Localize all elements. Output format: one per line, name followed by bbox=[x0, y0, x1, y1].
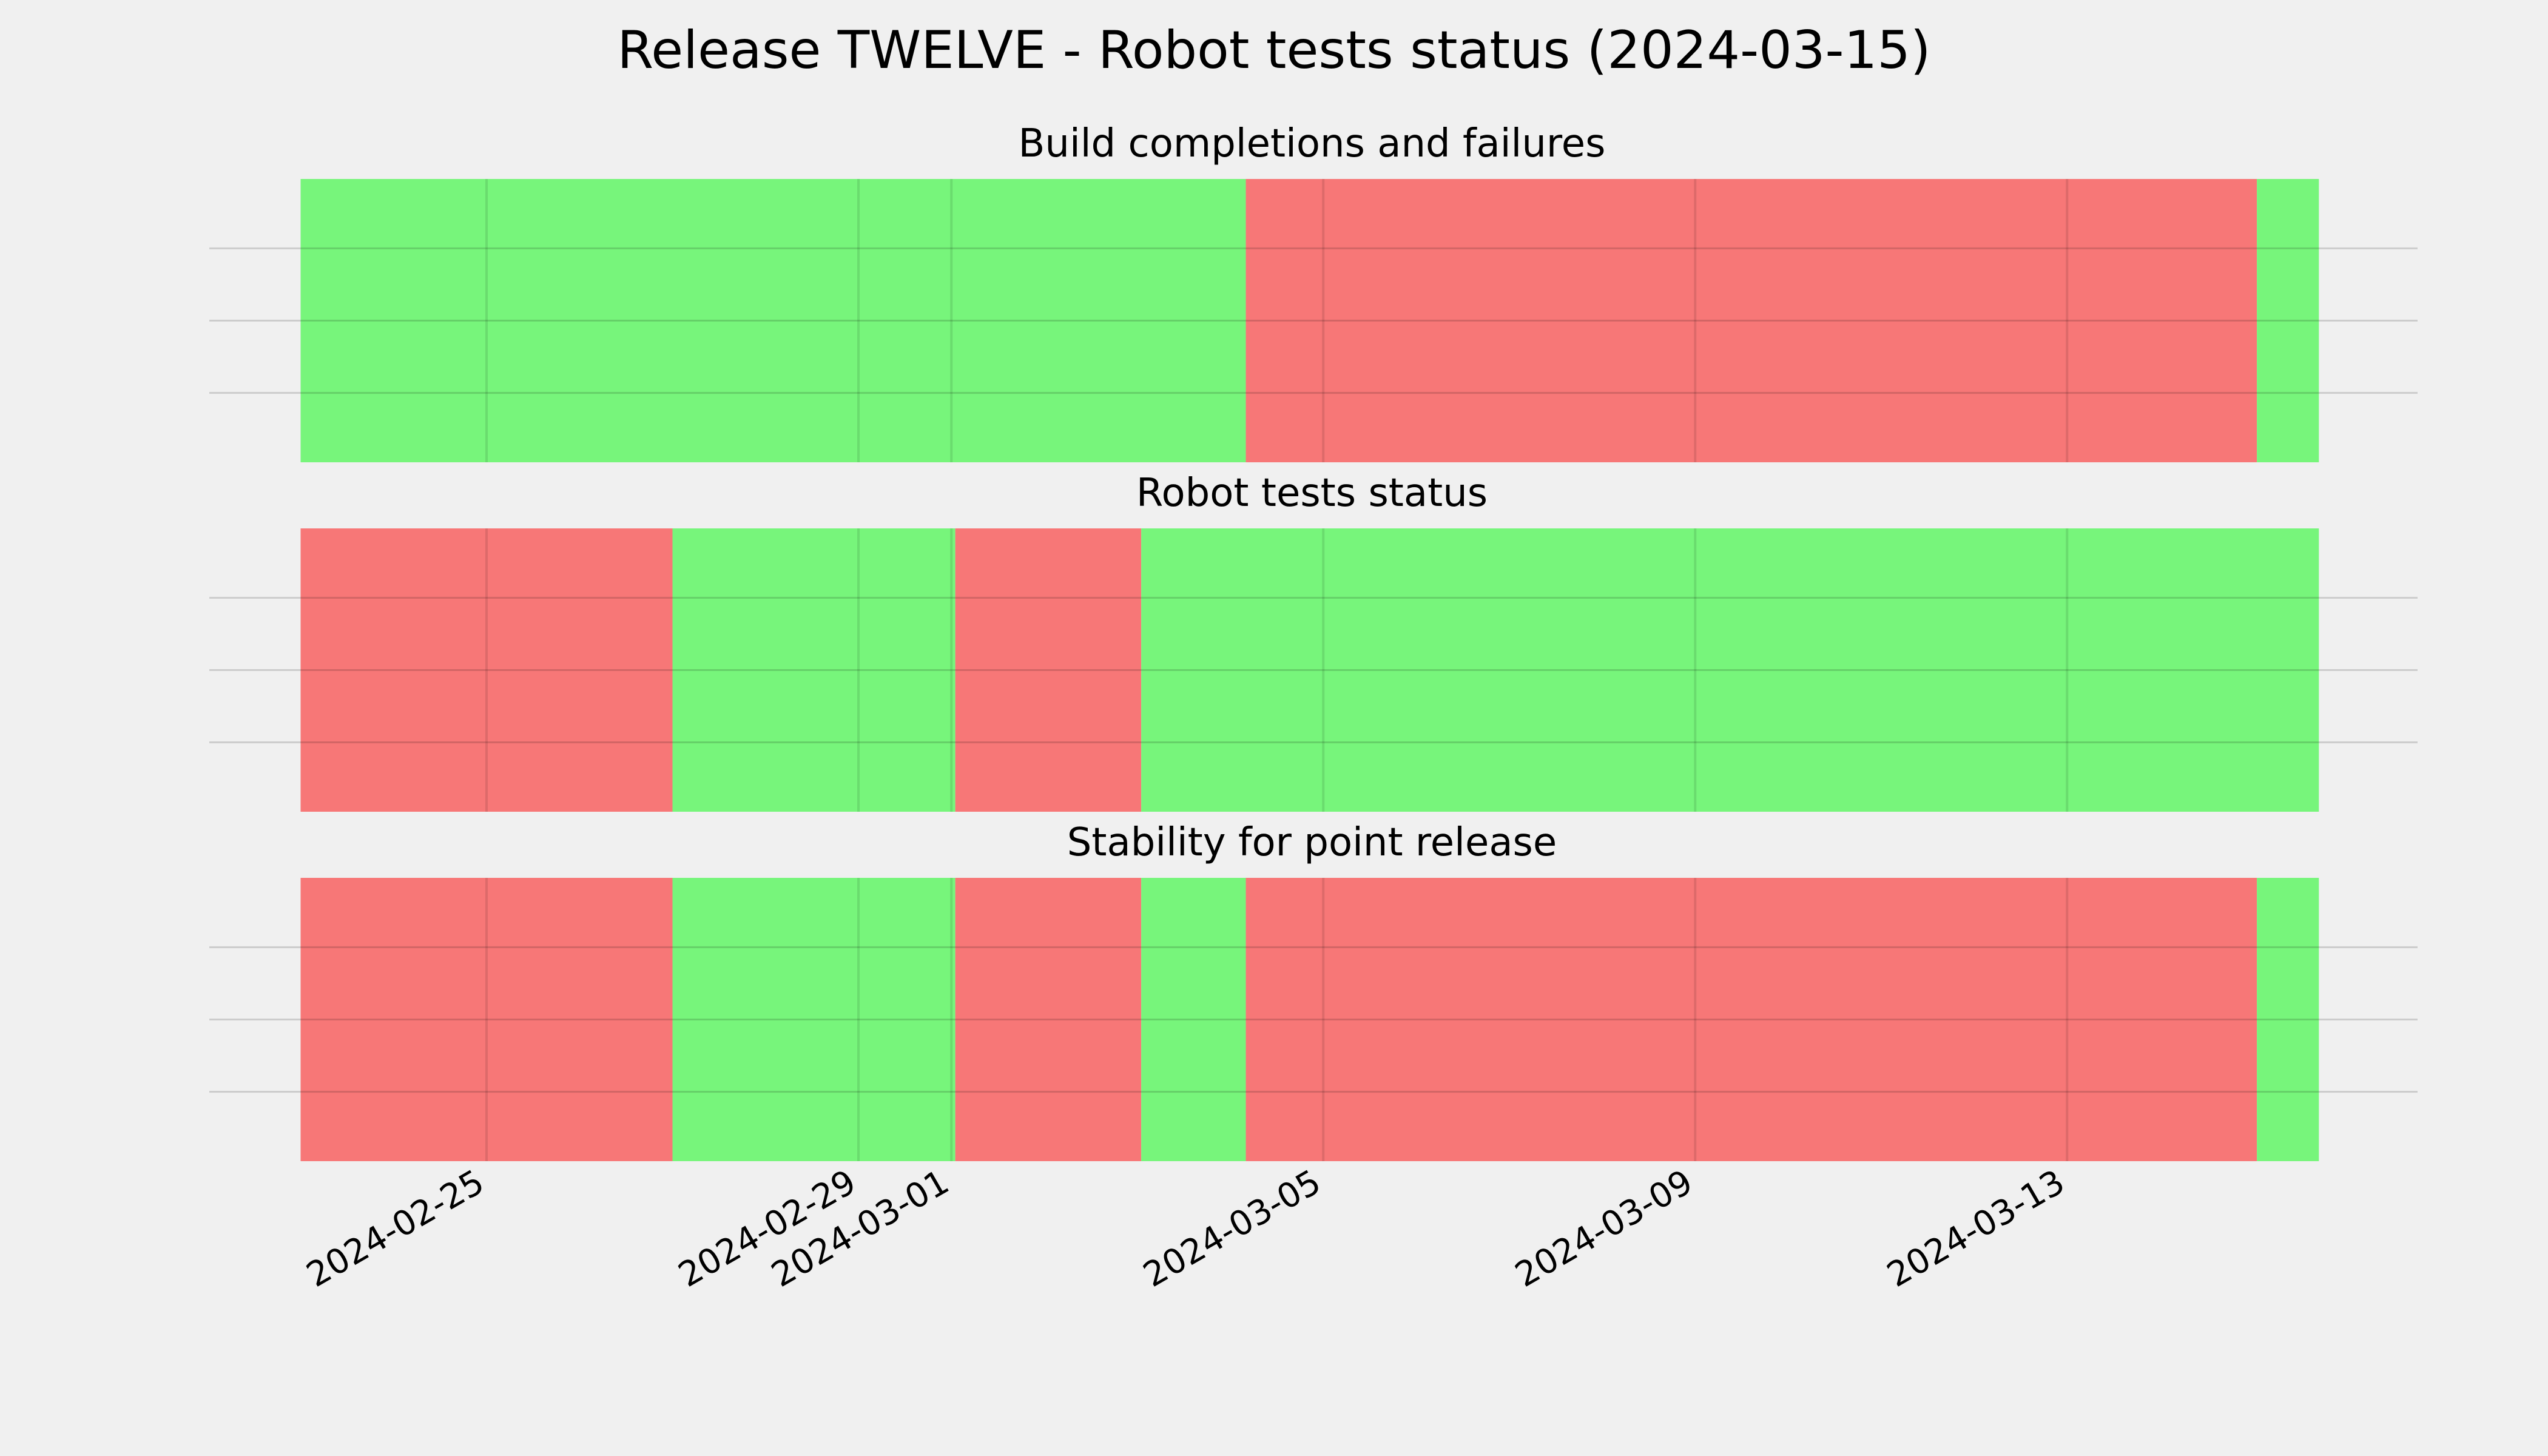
segment-pass bbox=[2257, 878, 2319, 1161]
segment-pass bbox=[672, 528, 956, 812]
x-tick-label: 2024-03-05 bbox=[1137, 1162, 1327, 1295]
x-tick-label: 2024-03-13 bbox=[1881, 1162, 2071, 1295]
chart-title: Release TWELVE - Robot tests status (202… bbox=[617, 20, 1930, 81]
segment-pass bbox=[1141, 878, 1246, 1161]
segment-pass bbox=[300, 179, 1246, 462]
segment-pass bbox=[672, 878, 956, 1161]
panel-1: Build completions and failures bbox=[209, 121, 2418, 462]
segment-pass bbox=[2257, 179, 2319, 462]
segment-fail bbox=[300, 528, 673, 812]
segment-pass bbox=[1141, 528, 2319, 812]
segment-fail bbox=[955, 528, 1142, 812]
x-tick-label: 2024-03-09 bbox=[1509, 1162, 1699, 1295]
panel-title: Stability for point release bbox=[1067, 820, 1557, 865]
panel-title: Build completions and failures bbox=[1019, 121, 1606, 166]
segment-fail bbox=[955, 878, 1142, 1161]
x-tick-label: 2024-02-25 bbox=[300, 1162, 491, 1295]
panel-2: Robot tests status bbox=[209, 471, 2418, 812]
segment-fail bbox=[300, 878, 673, 1161]
segment-fail bbox=[1245, 878, 2257, 1161]
panel-title: Robot tests status bbox=[1136, 471, 1488, 516]
panel-3: Stability for point release bbox=[209, 820, 2418, 1161]
panels-group: Build completions and failures Robot test… bbox=[209, 121, 2418, 1161]
segment-fail bbox=[1245, 179, 2257, 462]
